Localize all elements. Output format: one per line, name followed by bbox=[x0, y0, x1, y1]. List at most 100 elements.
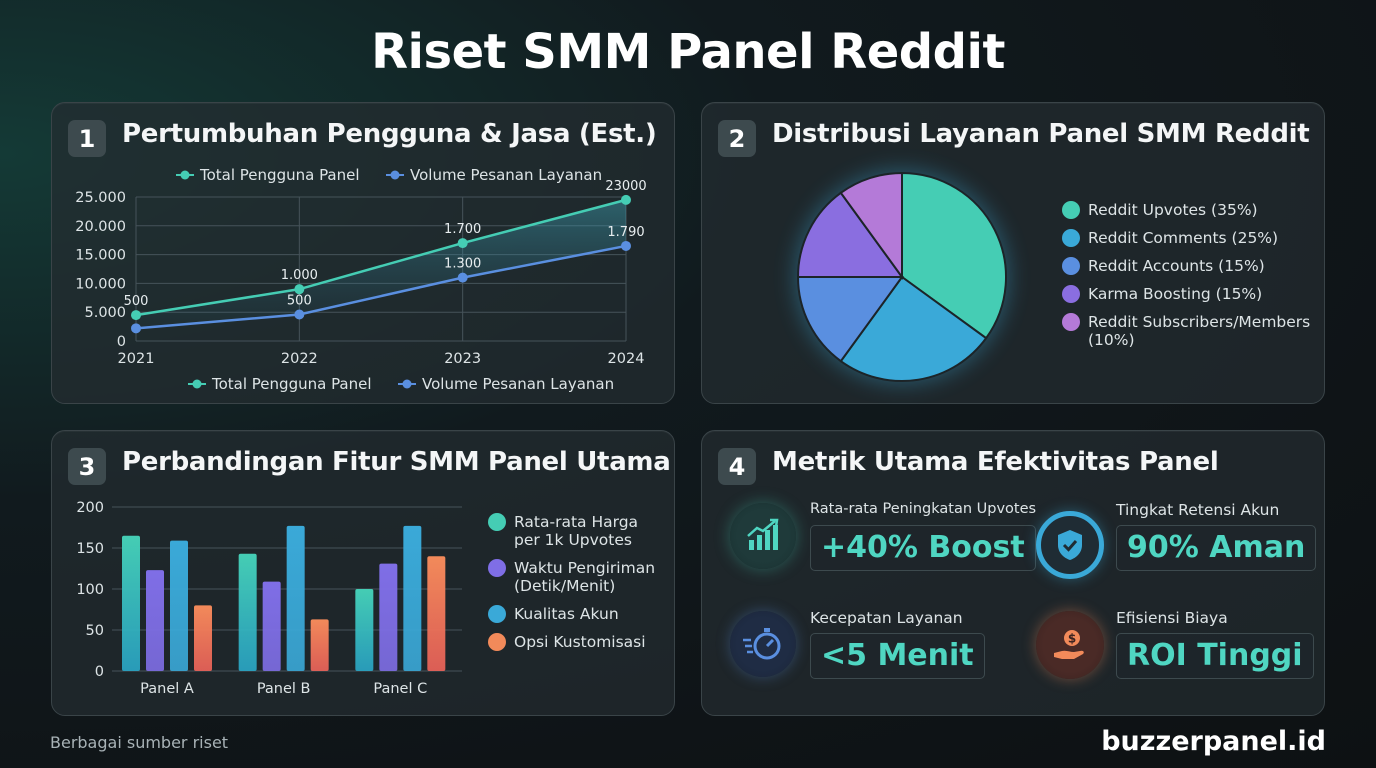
bar bbox=[194, 605, 212, 671]
comparison-panel: 3 Perbandingan Fitur SMM Panel Utama 200… bbox=[51, 430, 675, 716]
y-tick-label: 0 bbox=[95, 664, 104, 680]
legend-label: Total Pengguna Panel bbox=[199, 166, 360, 184]
panel-title: Metrik Utama Efektivitas Panel bbox=[772, 447, 1219, 477]
pie-chart bbox=[794, 169, 1010, 385]
bar bbox=[146, 570, 164, 671]
legend-marker bbox=[1062, 229, 1080, 247]
x-tick-label: 2023 bbox=[444, 351, 481, 367]
data-point bbox=[621, 194, 631, 205]
y-tick-label: 5.000 bbox=[84, 305, 126, 321]
metric-label: Efisiensi Biaya bbox=[1116, 609, 1228, 627]
bar bbox=[170, 540, 188, 671]
metrics-panel: 4 Metrik Utama Efektivitas Panel Rata-ra… bbox=[701, 430, 1325, 716]
panel-title: Perbandingan Fitur SMM Panel Utama bbox=[122, 447, 671, 477]
bar bbox=[238, 553, 257, 671]
hand-coin-icon: $ bbox=[1036, 611, 1104, 679]
y-tick-label: 100 bbox=[76, 582, 104, 598]
data-point bbox=[457, 238, 468, 249]
legend-marker bbox=[1062, 257, 1080, 275]
metric-label: Rata-rata Peningkatan Upvotes bbox=[810, 501, 1037, 517]
legend-marker bbox=[1062, 201, 1080, 219]
panel-title: Distribusi Layanan Panel SMM Reddit bbox=[772, 119, 1310, 149]
legend-marker bbox=[402, 379, 412, 389]
bar bbox=[427, 556, 446, 671]
pie-slice bbox=[796, 191, 904, 278]
legend-marker bbox=[488, 605, 506, 623]
bar bbox=[403, 525, 422, 671]
bar bbox=[122, 535, 140, 671]
data-label: 1.300 bbox=[444, 257, 481, 272]
y-tick-label: 20.000 bbox=[75, 219, 126, 235]
legend-marker bbox=[180, 170, 190, 180]
legend-label: Reddit Comments (25%) bbox=[1088, 229, 1279, 247]
data-point bbox=[621, 240, 631, 251]
bar-chart: 200 150 100 50 0 Panel A Panel B Panel C bbox=[76, 500, 462, 697]
bar bbox=[310, 619, 329, 671]
y-tick-label: 10.000 bbox=[75, 276, 126, 292]
chart-growth-icon bbox=[730, 503, 796, 569]
legend-item: Reddit Comments (25%) bbox=[1062, 229, 1312, 247]
legend-label: Reddit Subscribers/Members (10%) bbox=[1088, 313, 1311, 349]
x-tick-label: Panel C bbox=[373, 681, 427, 697]
bar bbox=[379, 563, 398, 671]
data-point bbox=[294, 309, 305, 320]
data-point bbox=[131, 310, 141, 321]
data-point bbox=[457, 272, 468, 283]
pie-legend: Reddit Upvotes (35%) Reddit Comments (25%… bbox=[1062, 201, 1312, 359]
metric-label: Kecepatan Layanan bbox=[810, 609, 963, 627]
bar bbox=[262, 581, 281, 671]
y-tick-label: 200 bbox=[76, 500, 104, 516]
panel-number: 4 bbox=[718, 448, 756, 485]
stopwatch-icon bbox=[730, 611, 796, 677]
panel-title: Pertumbuhan Pengguna & Jasa (Est.) bbox=[122, 119, 657, 149]
panel-number: 3 bbox=[68, 448, 106, 485]
legend-marker bbox=[192, 379, 202, 389]
legend-marker bbox=[488, 513, 506, 531]
series-line bbox=[135, 244, 627, 330]
brand-logo-text: buzzerpanel.id bbox=[1101, 726, 1326, 757]
legend-item: Waktu Pengiriman (Detik/Menit) bbox=[488, 559, 668, 595]
panel-number: 1 bbox=[68, 120, 106, 157]
legend-marker bbox=[488, 633, 506, 651]
data-label: 1.000 bbox=[281, 268, 318, 283]
metric-value: ROI Tinggi bbox=[1116, 633, 1314, 679]
data-label: 1.790 bbox=[607, 225, 644, 240]
legend-item: Reddit Upvotes (35%) bbox=[1062, 201, 1312, 219]
legend-marker bbox=[1062, 285, 1080, 303]
metric-label: Tingkat Retensi Akun bbox=[1116, 501, 1280, 519]
legend-item: Opsi Kustomisasi bbox=[488, 633, 668, 651]
source-note: Berbagai sumber riset bbox=[50, 733, 229, 752]
y-tick-label: 50 bbox=[86, 623, 104, 639]
legend-item: Reddit Subscribers/Members (10%) bbox=[1062, 313, 1312, 349]
series-line bbox=[135, 198, 627, 317]
svg-text:$: $ bbox=[1068, 632, 1076, 646]
legend-marker bbox=[1062, 313, 1080, 331]
panel-number: 2 bbox=[718, 120, 756, 157]
data-point bbox=[131, 323, 141, 334]
metric-value: +40% Boost bbox=[810, 525, 1036, 571]
y-tick-label: 15.000 bbox=[75, 248, 126, 264]
x-tick-label: 2024 bbox=[608, 351, 645, 367]
y-tick-label: 0 bbox=[117, 334, 126, 350]
legend-marker bbox=[390, 170, 400, 180]
legend-item: Karma Boosting (15%) bbox=[1062, 285, 1312, 303]
data-label: 500 bbox=[124, 294, 149, 309]
metric-value: <5 Menit bbox=[810, 633, 985, 679]
data-label: 500 bbox=[287, 294, 312, 309]
legend-item: Kualitas Akun bbox=[488, 605, 668, 623]
page-title: Riset SMM Panel Reddit bbox=[371, 24, 1005, 80]
x-tick-label: 2021 bbox=[118, 351, 155, 367]
pie-slice bbox=[839, 171, 903, 281]
distribution-panel: 2 Distribusi Layanan Panel SMM Reddit Re… bbox=[701, 102, 1325, 404]
x-tick-label: 2022 bbox=[281, 351, 318, 367]
legend-label: Kualitas Akun bbox=[514, 605, 619, 623]
legend-label: Reddit Accounts (15%) bbox=[1088, 257, 1265, 275]
metric-value: 90% Aman bbox=[1116, 525, 1317, 571]
y-tick-label: 25.000 bbox=[75, 190, 126, 206]
legend-marker bbox=[488, 559, 506, 577]
legend-label: Waktu Pengiriman (Detik/Menit) bbox=[514, 559, 656, 595]
legend-label: Total Pengguna Panel bbox=[211, 375, 372, 393]
data-point bbox=[294, 284, 305, 295]
data-label: 1.700 bbox=[444, 222, 481, 237]
